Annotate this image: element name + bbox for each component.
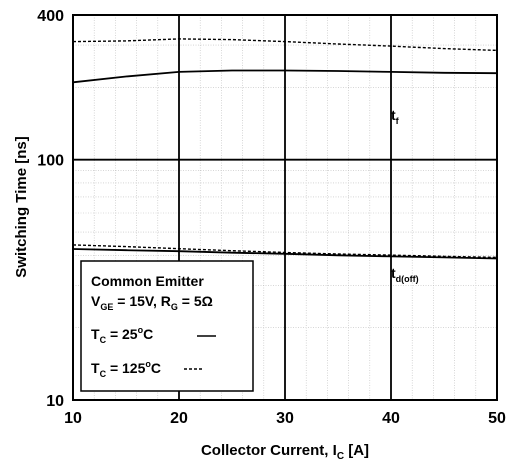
y-axis-label: Switching Time [ns] — [13, 136, 30, 277]
legend-conditions: VGE = 15V, RG = 5Ω — [91, 293, 213, 312]
legend-entry-25c: TC = 25oC — [91, 325, 153, 345]
x-tick-label: 50 — [488, 410, 506, 427]
plot-frame — [72, 14, 498, 401]
y-tick-label: 400 — [37, 8, 64, 25]
legend-box — [80, 260, 254, 392]
x-tick-label: 40 — [382, 410, 400, 427]
series-line-4 — [72, 244, 498, 259]
x-tick-labels: 10 20 30 40 50 — [64, 410, 506, 427]
x-tick-label: 20 — [170, 410, 188, 427]
minor-gridlines — [73, 15, 497, 400]
series-line-2 — [72, 38, 498, 52]
x-tick-label: 30 — [276, 410, 294, 427]
series-line-3 — [72, 248, 498, 260]
x-axis-label: Collector Current, IC [A] — [201, 442, 369, 462]
y-tick-label: 10 — [46, 393, 64, 410]
tf-curve-label: tf — [391, 107, 400, 126]
series-lines — [72, 38, 498, 260]
legend: Common Emitter VGE = 15V, RG = 5Ω TC = 2… — [80, 260, 254, 392]
legend-entry-125c: TC = 125oC — [91, 359, 161, 379]
tdoff-curve-label: td(off) — [391, 265, 419, 284]
legend-title: Common Emitter — [91, 273, 204, 289]
y-tick-label: 100 — [37, 153, 64, 170]
series-line-1 — [72, 69, 498, 84]
x-tick-label: 10 — [64, 410, 82, 427]
y-tick-labels: 10 100 400 — [37, 8, 64, 410]
